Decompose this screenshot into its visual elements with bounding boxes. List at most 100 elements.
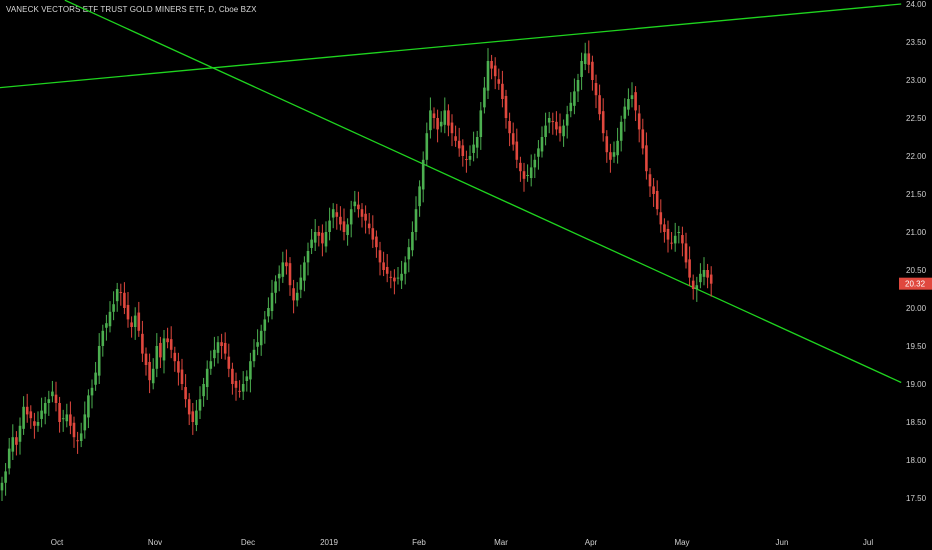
candle [25,393,29,423]
candle-body [234,380,238,388]
price-axis: 24.00 23.50 23.00 22.50 22.00 21.50 21.00 20.50… [906,0,927,503]
candle [115,282,119,312]
candle-body [450,122,454,134]
candle [166,327,169,349]
candle-body [4,471,7,483]
candle-body [205,368,209,388]
candle-body [90,387,94,396]
candle-body [141,333,144,354]
candle [346,218,349,246]
candle-body [439,121,443,127]
candle-body [220,342,223,346]
candle [169,326,173,359]
candle-body [155,346,159,369]
candle [652,178,655,207]
candle-body [558,126,562,134]
candle-body [619,121,623,141]
candle [623,98,627,132]
candle [202,377,205,407]
candle [465,150,468,173]
candle-body [241,384,245,392]
candle [324,221,328,253]
y-tick-label: 21.50 [906,190,927,199]
candle-body [15,437,18,445]
candle-body [277,273,281,279]
candle-body [378,250,382,263]
candle-body [310,239,313,248]
candle [227,343,231,378]
candle-body [684,243,688,263]
candle [61,409,65,432]
y-tick-label: 21.00 [906,228,927,237]
candle [619,115,623,152]
x-tick-label: Dec [241,538,255,547]
candle-body [252,349,256,362]
candle-body [432,113,436,118]
candle-body [22,406,25,429]
candle-body [119,292,123,294]
candle [576,73,580,103]
candle-body [540,137,544,152]
candle [389,270,393,289]
candle-body [652,186,655,194]
candle [339,206,342,231]
candle-body [562,125,565,137]
candle-body [353,201,357,207]
candle-body [533,159,537,168]
trendlines [0,0,902,384]
candle [612,141,616,163]
y-tick-label: 20.00 [906,304,927,313]
candle [544,112,547,146]
candle [29,405,33,429]
candle [519,156,522,182]
candle-body [695,285,699,289]
candle-body [191,411,195,422]
y-tick-label: 23.00 [906,76,927,85]
candle [573,78,576,115]
candle [277,265,281,292]
candle-body [223,342,227,354]
candle [681,226,684,257]
candle [238,380,241,398]
candle [303,256,306,292]
candle-body [238,390,241,392]
candle [54,381,58,412]
candle [666,220,670,253]
candle-body [663,224,666,232]
candle-body [688,259,691,278]
candle [522,162,526,192]
candle [691,274,695,300]
candle [425,122,429,166]
candle-body [681,235,684,244]
candle-body [486,61,490,91]
candle-body [367,223,371,229]
candle [306,242,310,276]
candle-body [54,394,58,403]
candle-body [295,292,299,301]
candle-body [285,262,288,267]
candle [684,232,688,269]
candle [641,118,645,155]
candle-body [162,338,166,361]
candle [108,301,112,333]
candle [565,105,569,139]
candle [274,275,277,304]
candle [461,139,465,167]
candle [655,180,659,216]
candle [234,372,238,401]
candle-body [670,242,673,244]
candle [411,221,414,257]
candle [558,113,562,142]
candle-body [115,289,119,302]
candle [414,196,418,241]
price-tag-bg [899,277,932,290]
candle-body [83,414,87,431]
candle-body [691,280,695,289]
candle-body [580,61,583,77]
candle-body [393,277,396,282]
candle-body [425,133,429,160]
candle-body [346,224,349,236]
candle-body [29,411,33,419]
candle [285,249,288,275]
